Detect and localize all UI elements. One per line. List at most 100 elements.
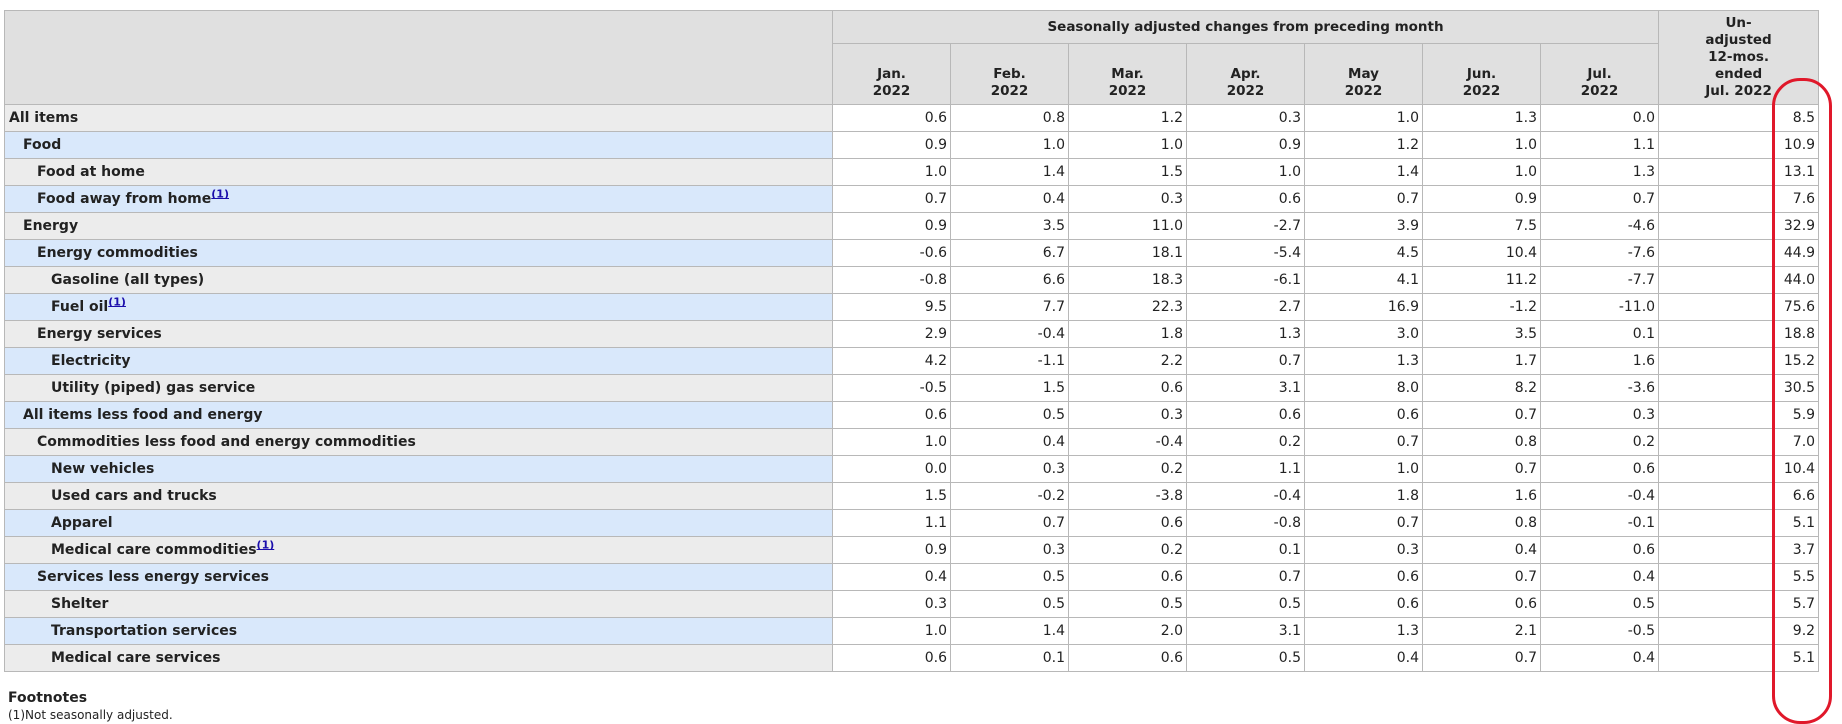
monthly-change-cell: 0.3	[950, 536, 1069, 564]
monthly-change-cell: 22.3	[1068, 293, 1187, 321]
table-row: Energy 0.9 3.5 11.0 -2.7 3.9 7.5 -4.6 32.9	[4, 212, 1820, 240]
row-label: Food away from home	[37, 191, 212, 207]
table-row: Shelter 0.3 0.5 0.5 0.5 0.6 0.6 0.5 5.7	[4, 590, 1820, 618]
monthly-change-cell: 0.8	[950, 104, 1069, 132]
month-name: May	[1348, 66, 1379, 82]
table-row: Transportation services 1.0 1.4 2.0 3.1 1.3 2.…	[4, 617, 1820, 645]
monthly-change-cell: 0.0	[1539, 104, 1660, 132]
monthly-change-cell: 1.6	[1422, 482, 1541, 510]
footnote-link[interactable]: (1)	[256, 538, 275, 552]
monthly-change-cell: -3.6	[1539, 374, 1660, 402]
monthly-change-cell: -2.7	[1186, 212, 1305, 240]
unadjusted-12-month-cell: 5.1	[1658, 509, 1820, 537]
monthly-change-cell: 0.1	[1539, 320, 1660, 348]
monthly-change-cell: 1.6	[1539, 347, 1660, 375]
row-label-cell: All items less food and energy	[4, 401, 833, 429]
row-label: Fuel oil	[51, 299, 109, 315]
monthly-change-cell: 1.5	[950, 374, 1069, 402]
monthly-change-cell: 0.7	[1304, 428, 1423, 456]
monthly-change-cell: 0.0	[832, 455, 951, 483]
cpi-changes-table: Seasonally adjusted changes from precedi…	[4, 10, 1820, 672]
table-row: New vehicles 0.0 0.3 0.2 1.1 1.0 0.7 0.6 10.4	[4, 455, 1820, 483]
monthly-change-cell: 1.0	[1422, 158, 1541, 186]
monthly-change-cell: 0.6	[1068, 563, 1187, 591]
monthly-change-cell: 1.2	[1304, 131, 1423, 159]
monthly-change-cell: 0.6	[832, 401, 951, 429]
monthly-change-cell: 4.2	[832, 347, 951, 375]
table-row: Utility (piped) gas service -0.5 1.5 0.6 3.1…	[4, 374, 1820, 402]
table-row: Energy services 2.9 -0.4 1.8 1.3 3.0 3.5 0.1 18.…	[4, 320, 1820, 348]
monthly-change-cell: 0.4	[950, 185, 1069, 213]
row-label: New vehicles	[51, 461, 155, 477]
table-row: Services less energy services 0.4 0.5 0.6 0.…	[4, 563, 1820, 591]
table-row: Food 0.9 1.0 1.0 0.9 1.2 1.0 1.1 10.9	[4, 131, 1820, 159]
monthly-change-cell: -0.4	[950, 320, 1069, 348]
unadjusted-12-month-cell: 44.0	[1658, 266, 1820, 294]
monthly-change-cell: 0.3	[1068, 401, 1187, 429]
monthly-change-cell: 0.1	[1186, 536, 1305, 564]
month-year: 2022	[1108, 83, 1147, 99]
monthly-change-cell: 0.4	[1304, 644, 1423, 672]
monthly-change-cell: 1.7	[1422, 347, 1541, 375]
monthly-change-cell: 0.5	[1068, 590, 1187, 618]
monthly-change-cell: 3.5	[1422, 320, 1541, 348]
row-label-cell: Commodities less food and energy commodi…	[4, 428, 833, 456]
monthly-change-cell: -7.7	[1539, 266, 1660, 294]
monthly-change-cell: 4.1	[1304, 266, 1423, 294]
monthly-change-cell: 0.8	[1422, 428, 1541, 456]
row-label: Utility (piped) gas service	[51, 380, 256, 396]
monthly-change-cell: 0.5	[950, 590, 1069, 618]
monthly-change-cell: 0.7	[1186, 563, 1305, 591]
table-row: Commodities less food and energy commodi…	[4, 428, 1820, 456]
monthly-change-cell: 3.0	[1304, 320, 1423, 348]
monthly-change-cell: 0.4	[1539, 644, 1660, 672]
monthly-change-cell: 1.5	[832, 482, 951, 510]
footnote-link[interactable]: (1)	[108, 295, 126, 309]
unadjusted-12-month-cell: 13.1	[1658, 158, 1820, 186]
monthly-change-cell: 1.3	[1539, 158, 1660, 186]
monthly-change-cell: 3.5	[950, 212, 1069, 240]
monthly-change-cell: 0.2	[1068, 455, 1187, 483]
table-row: All items less food and energy 0.6 0.5 0.3 0…	[4, 401, 1820, 429]
monthly-change-cell: 0.4	[1539, 563, 1660, 591]
row-label-cell: Fuel oil(1)	[4, 293, 833, 321]
monthly-change-cell: 3.1	[1186, 374, 1305, 402]
monthly-change-cell: 1.4	[1304, 158, 1423, 186]
monthly-change-cell: 0.7	[950, 509, 1069, 537]
monthly-change-cell: 0.7	[1304, 185, 1423, 213]
monthly-change-cell: 4.5	[1304, 239, 1423, 267]
footnotes-title: Footnotes	[8, 690, 88, 706]
row-label: Food at home	[37, 164, 145, 180]
monthly-change-cell: 1.1	[1186, 455, 1305, 483]
footnote-link[interactable]: (1)	[211, 187, 229, 201]
monthly-change-cell: 0.3	[950, 455, 1069, 483]
monthly-change-cell: 0.5	[1539, 590, 1660, 618]
month-year: 2022	[872, 83, 911, 99]
monthly-change-cell: 0.4	[832, 563, 951, 591]
month-name: Jul.	[1587, 66, 1612, 82]
unadjusted-12-month-cell: 30.5	[1658, 374, 1820, 402]
row-label-cell: Apparel	[4, 509, 833, 537]
monthly-change-cell: 2.1	[1422, 617, 1541, 645]
monthly-change-cell: 0.6	[1068, 644, 1187, 672]
table-row: Fuel oil(1) 9.5 7.7 22.3 2.7 16.9 -1.2 -11.0 75.…	[4, 293, 1820, 321]
monthly-change-cell: 0.5	[1186, 644, 1305, 672]
unadjusted-12-month-cell: 5.1	[1658, 644, 1820, 672]
row-label: Services less energy services	[37, 569, 269, 585]
monthly-change-cell: 1.3	[1304, 347, 1423, 375]
unadjusted-12-month-header: Un- adjusted 12-mos. ended Jul. 2022	[1658, 10, 1820, 105]
monthly-change-cell: 0.6	[1186, 185, 1305, 213]
row-label-cell: Food at home	[4, 158, 833, 186]
unadjusted-12-month-cell: 15.2	[1658, 347, 1820, 375]
monthly-change-cell: 0.3	[1304, 536, 1423, 564]
unadjusted-12-month-cell: 6.6	[1658, 482, 1820, 510]
unadjusted-12-month-cell: 7.6	[1658, 185, 1820, 213]
monthly-change-cell: 0.7	[1422, 401, 1541, 429]
unadjusted-12-month-cell: 5.5	[1658, 563, 1820, 591]
monthly-change-cell: 2.2	[1068, 347, 1187, 375]
monthly-change-cell: 1.8	[1304, 482, 1423, 510]
unadjusted-header-line: Un-	[1725, 15, 1752, 31]
monthly-change-cell: 3.9	[1304, 212, 1423, 240]
row-label-cell: Medical care commodities(1)	[4, 536, 833, 564]
monthly-change-cell: 0.9	[832, 131, 951, 159]
